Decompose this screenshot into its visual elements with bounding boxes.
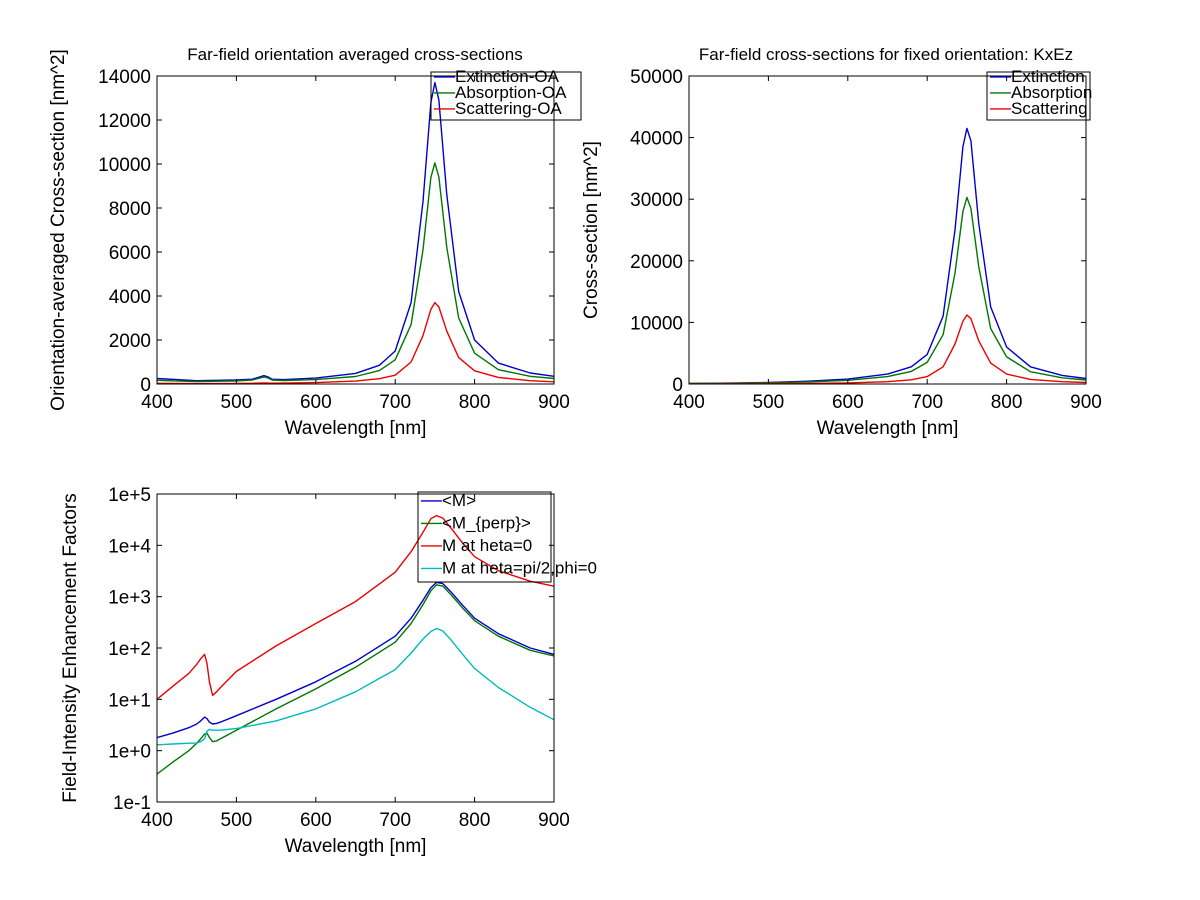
x-tick-label: 700	[911, 392, 943, 413]
series-line-3-4	[157, 627, 554, 746]
y-tick-label: 14000	[98, 67, 151, 88]
x-tick-label: 600	[832, 392, 864, 413]
y-axis-label: Field-Intensity Enhancement Factors	[60, 493, 81, 802]
legend-entry: Extinction-OA	[455, 67, 560, 86]
legend-entry: M at heta=pi/2,phi=0	[442, 558, 597, 577]
legend-entry: <M>	[442, 491, 476, 510]
y-tick-label: 30000	[630, 190, 683, 211]
legend-entry: Absorption-OA	[455, 83, 567, 102]
y-axis-label: Cross-section [nm^2]	[581, 141, 602, 319]
y-tick-label: 1e+2	[108, 639, 151, 660]
series-line-1-1	[157, 81, 554, 382]
legend-entry: Absorption	[1011, 83, 1092, 102]
chart-title: Far-field orientation averaged cross-sec…	[187, 45, 522, 64]
x-tick-label: 500	[753, 392, 785, 413]
series-line-3-1	[157, 581, 554, 739]
x-axis-label: Wavelength [nm]	[817, 418, 959, 439]
x-axis-label: Wavelength [nm]	[285, 836, 427, 857]
plot-frame	[688, 75, 1087, 385]
x-tick-label: 800	[459, 392, 491, 413]
legend-box	[417, 491, 552, 583]
y-tick-label: 10000	[630, 313, 683, 334]
x-tick-label: 400	[141, 392, 173, 413]
chart-3: 400 500 600 700 800 900 1e-1 1e+0 1e+1 1e+2 1e+3 1e…	[60, 485, 597, 857]
series-line-2-2	[689, 196, 1086, 384]
legend-box	[986, 71, 1091, 121]
x-tick-label: 800	[459, 810, 491, 831]
x-tick-label: 900	[1070, 392, 1102, 413]
y-tick-label: 1e+1	[108, 690, 151, 711]
x-tick-label: 600	[300, 392, 332, 413]
y-tick-label: 2000	[109, 331, 151, 352]
chart-2: 400 500 600 700 800 900 0 10000 20000 30000 40000 5…	[581, 45, 1102, 439]
y-tick-label: 8000	[109, 199, 151, 220]
x-tick-label: 600	[300, 810, 332, 831]
legend-entry: M at heta=0	[442, 536, 532, 555]
x-tick-label: 900	[538, 810, 570, 831]
legend-entry: Scattering	[1011, 99, 1088, 118]
y-tick-label: 50000	[630, 67, 683, 88]
y-tick-label: 0	[140, 375, 151, 396]
x-tick-label: 700	[379, 810, 411, 831]
series-line-2-1	[689, 127, 1086, 384]
x-tick-label: 700	[379, 392, 411, 413]
y-tick-label: 1e+0	[108, 742, 151, 763]
y-tick-label: 1e-1	[113, 793, 151, 814]
y-tick-label: 10000	[98, 155, 151, 176]
chart-title: Far-field cross-sections for fixed orien…	[699, 45, 1073, 64]
y-tick-label: 20000	[630, 252, 683, 273]
y-axis-label: Orientation-averaged Cross-section [nm^2…	[48, 49, 69, 411]
series-line-2-3	[689, 314, 1086, 384]
y-tick-label: 1e+5	[108, 485, 151, 506]
legend-entry: Scattering-OA	[455, 99, 562, 118]
plot-frame	[156, 75, 555, 385]
legend-box	[430, 71, 582, 121]
legend: <M> <M_{perp}> M at heta=0 M at heta=pi/2,p…	[417, 491, 597, 583]
legend-entry: Extinction	[1011, 67, 1085, 86]
x-tick-label: 500	[221, 810, 253, 831]
chart-1: 400 500 600 700 800 900 0 2000 4000 6000 8000 10000…	[48, 45, 582, 439]
series-line-1-2	[157, 162, 554, 383]
x-tick-label: 800	[991, 392, 1023, 413]
x-tick-label: 900	[538, 392, 570, 413]
y-tick-label: 40000	[630, 129, 683, 150]
y-tick-label: 0	[672, 375, 683, 396]
legend-entry: <M_{perp}>	[442, 513, 531, 532]
y-tick-label: 1e+4	[108, 536, 151, 557]
series-line-3-2	[157, 584, 554, 775]
x-tick-label: 500	[221, 392, 253, 413]
y-tick-label: 1e+3	[108, 588, 151, 609]
series-line-3-3	[157, 514, 554, 700]
y-tick-label: 4000	[109, 287, 151, 308]
y-tick-label: 6000	[109, 243, 151, 264]
x-tick-label: 400	[141, 810, 173, 831]
x-tick-label: 400	[673, 392, 705, 413]
series-line-1-3	[157, 301, 554, 384]
x-axis-label: Wavelength [nm]	[285, 418, 427, 439]
y-tick-label: 12000	[98, 111, 151, 132]
